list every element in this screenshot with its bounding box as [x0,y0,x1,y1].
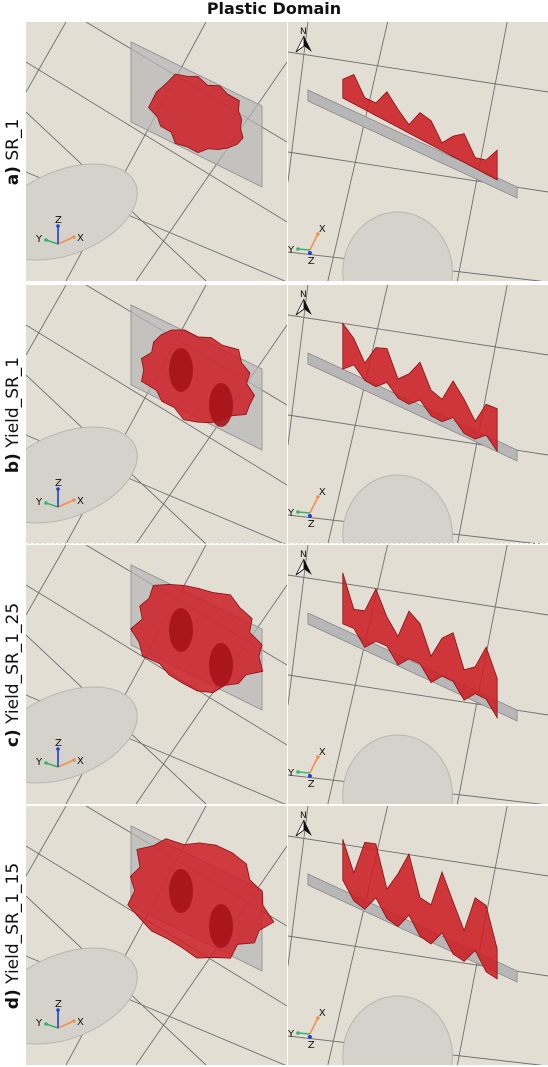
z-axis-label: Z [55,738,62,749]
z-axis-label: Z [55,478,62,489]
perspective-view-panel: X Y Z [26,545,287,804]
x-axis-label: X [77,756,84,767]
ellipsoid-obstacle [342,995,453,1065]
y-axis-label: Y [288,508,295,519]
plastic-core [169,869,193,913]
z-axis-label: Z [308,1040,315,1051]
z-axis-label: Z [55,999,62,1010]
plastic-domain [127,838,275,959]
axis-triad: X Y Z [288,224,326,267]
ellipsoid-obstacle [342,734,453,804]
ellipsoid-obstacle [342,211,453,281]
row-divider [26,543,548,544]
row-letter: a) [3,165,23,185]
row-label: b) Yield_SR_1 [0,285,26,544]
row-letter: d) [3,988,23,1009]
y-axis-label: Y [35,234,43,245]
y-axis-label: Y [35,757,43,768]
z-axis-label: Z [308,256,315,267]
z-axis-label: Z [308,779,315,790]
row-name: Yield_SR_1 [3,356,23,453]
north-arrow: N [295,27,312,53]
top-view-panel: N X Y Z [288,806,548,1065]
ellipsoid-obstacle [26,426,138,524]
figure-row: c) Yield_SR_1_25 X Y Z N X Y Z [0,545,548,804]
row-divider [26,804,548,805]
north-arrow: N [295,290,312,316]
north-arrow: N [295,550,312,576]
figure-row: a) SR_1 X Y Z N X Y Z [0,22,548,281]
y-axis-label: Y [35,497,43,508]
perspective-view-panel: X Y Z [26,285,287,544]
axis-triad: X Y Z [288,747,326,790]
axis-triad: X Y Z [288,487,326,530]
plastic-core [169,608,193,652]
plastic-domain [342,322,498,453]
x-axis-label: X [319,1008,326,1019]
row-name: SR_1 [3,118,23,166]
axis-triad: X Y Z [288,1008,326,1051]
north-label: N [300,550,307,560]
figure-row: d) Yield_SR_1_15 X Y Z N X Y Z [0,806,548,1065]
row-name: Yield_SR_1_15 [3,862,23,989]
plastic-domain [342,839,498,980]
plastic-domain [342,73,498,181]
grid-lines [288,22,548,281]
z-axis-label: Z [55,215,62,226]
plastic-core [169,348,193,392]
top-view-panel: N X Y Z [288,22,548,281]
y-axis-label: Y [288,1029,295,1040]
figure-title: Plastic Domain [206,0,342,18]
ellipsoid-obstacle [342,474,453,544]
row-divider [26,283,548,284]
top-view-panel: N X Y Z [288,285,548,544]
z-axis-label: Z [308,519,315,530]
grid-lines [288,545,548,804]
x-axis-label: X [319,224,326,235]
x-axis-label: X [77,233,84,244]
ellipsoid-obstacle [26,947,138,1045]
top-view-panel: N X Y Z [288,545,548,804]
axis-triad: X Y Z [35,478,84,508]
north-label: N [300,27,307,37]
plastic-domain [342,572,498,720]
grid-lines [288,806,548,1065]
figure-row: b) Yield_SR_1 X Y Z N X Y Z [0,285,548,544]
x-axis-label: X [77,496,84,507]
x-axis-label: X [77,1017,84,1028]
x-axis-label: X [319,487,326,498]
row-label: c) Yield_SR_1_25 [0,545,26,804]
axis-triad: X Y Z [35,999,84,1029]
plate [307,89,518,199]
row-letter: b) [3,452,23,473]
north-label: N [300,811,307,821]
y-axis-label: Y [288,245,295,256]
perspective-view-panel: X Y Z [26,806,287,1065]
ellipsoid-obstacle [26,163,138,261]
axis-triad: X Y Z [35,215,84,245]
y-axis-label: Y [288,768,295,779]
ellipsoid-obstacle [26,686,138,784]
plastic-domain [148,73,244,154]
y-axis-label: Y [35,1018,43,1029]
plastic-core [209,643,233,687]
row-name: Yield_SR_1_25 [3,602,23,729]
plastic-core [209,904,233,948]
north-label: N [300,290,307,300]
row-letter: c) [3,728,23,747]
row-label: d) Yield_SR_1_15 [0,806,26,1065]
x-axis-label: X [319,747,326,758]
north-arrow: N [295,811,312,837]
plastic-core [209,383,233,427]
row-label: a) SR_1 [0,22,26,281]
axis-triad: X Y Z [35,738,84,768]
perspective-view-panel: X Y Z [26,22,287,281]
